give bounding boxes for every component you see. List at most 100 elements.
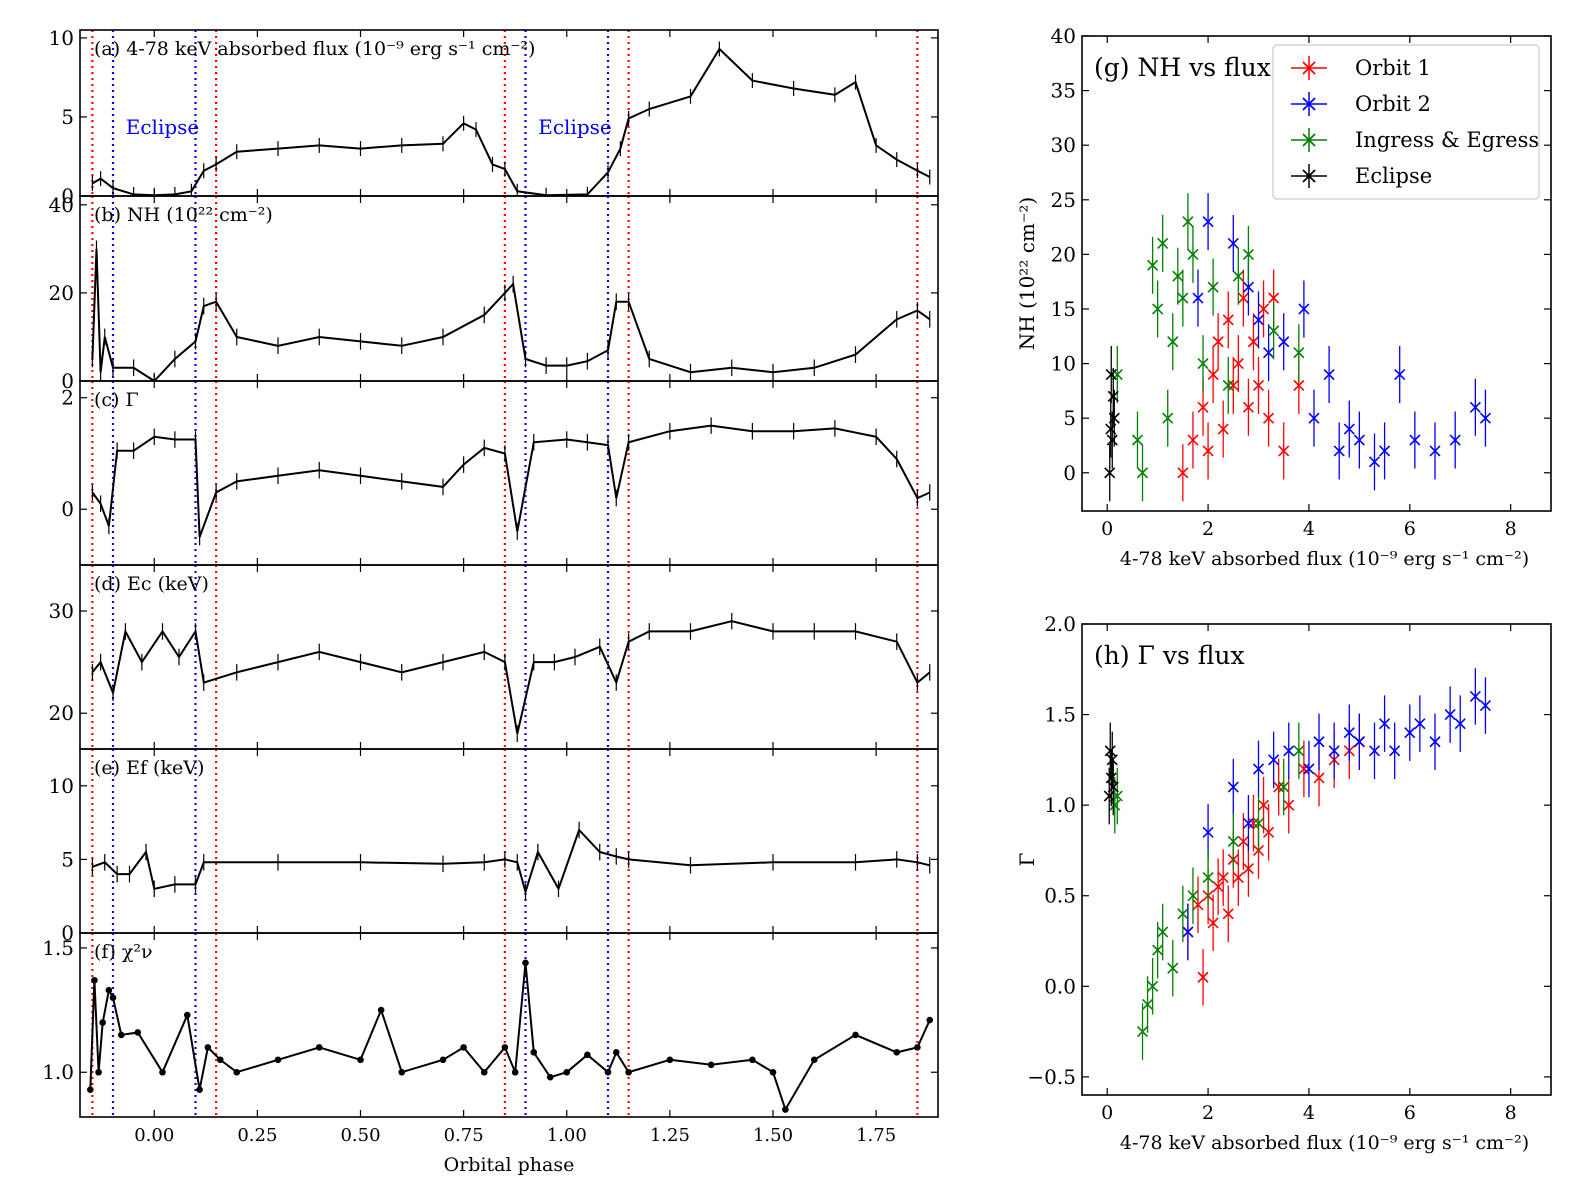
- data-point: [274, 1056, 282, 1064]
- data-point: [1105, 368, 1117, 381]
- data-point: [1106, 754, 1118, 766]
- data-point: [1136, 467, 1149, 479]
- eclipse-label: Eclipse: [126, 115, 200, 139]
- data-point: [769, 1068, 777, 1076]
- y-tick-label: 1.0: [42, 1060, 74, 1084]
- data-point: [530, 1049, 538, 1056]
- data-point: [914, 1044, 921, 1051]
- data-point: [1263, 412, 1275, 424]
- data-point: [1147, 259, 1159, 271]
- data-point: [1197, 401, 1209, 413]
- data-point: [1479, 412, 1492, 424]
- data-point: [1105, 772, 1117, 784]
- panel-h: −0.5 0.0 0.5 1.0 1.5 2.0 0 2 4 6 8 (h) Γ vs flux 4-7…: [1015, 612, 1552, 1154]
- data-point: [1202, 826, 1214, 838]
- y-tick-label: 0: [61, 184, 74, 208]
- data-point: [99, 1019, 106, 1026]
- x-tick-label: 2: [1202, 518, 1214, 540]
- data-point: [1197, 358, 1209, 370]
- y-tick-label: 0.0: [1044, 974, 1076, 998]
- y-tick-label: 2.0: [1044, 612, 1076, 636]
- data-point: [1207, 917, 1219, 929]
- x-axis-label: Orbital phase: [444, 1154, 575, 1176]
- data-point: [233, 1068, 241, 1076]
- data-point: [1247, 817, 1260, 829]
- data-point: [1212, 881, 1224, 893]
- data-point: [1152, 303, 1164, 315]
- data-point: [1157, 237, 1169, 250]
- data-point: [1293, 745, 1305, 757]
- x-tick-label: 8: [1505, 1102, 1517, 1124]
- y-tick-label: 40: [49, 193, 74, 217]
- series-ingress-egress: [1109, 722, 1305, 1060]
- data-point: [1242, 248, 1254, 260]
- data-point: [1107, 390, 1119, 402]
- data-point: [1232, 872, 1244, 884]
- data-point: [1268, 754, 1280, 766]
- data-point: [1389, 745, 1401, 757]
- data-point: [1212, 336, 1224, 348]
- data-point: [1328, 745, 1340, 757]
- data-point: [1252, 314, 1265, 326]
- y-tick-label: 0: [1063, 461, 1076, 485]
- data-point: [105, 986, 113, 994]
- data-point: [95, 1068, 102, 1076]
- data-point: [1217, 423, 1229, 435]
- data-point: [1187, 890, 1199, 902]
- series-ingress-egress: [1111, 193, 1305, 502]
- x-tick-label: 0.75: [444, 1125, 484, 1146]
- y-tick-label: 10: [49, 26, 74, 50]
- data-point: [1293, 379, 1305, 391]
- legend-label: Ingress & Egress: [1355, 128, 1539, 152]
- x-tick-label: 6: [1404, 1102, 1416, 1124]
- panel-frame: [1081, 35, 1552, 512]
- panel-label: (e) Ef (keV): [94, 757, 204, 779]
- panel-f: 1.0 1.5 (f) χ²ν: [42, 932, 939, 1118]
- data-point: [1227, 237, 1239, 250]
- data-point: [1172, 270, 1184, 282]
- y-tick-label: 30: [1051, 133, 1076, 157]
- data-point: [1207, 368, 1219, 381]
- data-point: [1278, 781, 1290, 793]
- x-tick-label: 1.50: [753, 1125, 793, 1146]
- panel-e: 0 5 10 (e) Ef (keV): [49, 748, 939, 945]
- y-tick-label: 5: [1063, 406, 1076, 430]
- y-tick-label: 0: [61, 497, 74, 521]
- y-tick-label: 0.5: [1044, 884, 1076, 908]
- y-tick-label: 20: [49, 281, 74, 305]
- data-point: [666, 1056, 674, 1064]
- data-point: [1162, 412, 1174, 424]
- x-tick-label: 4: [1303, 1102, 1315, 1124]
- data-point: [1207, 281, 1219, 293]
- data-point: [1157, 926, 1169, 938]
- data-point: [1104, 467, 1116, 479]
- y-tick-label: 5: [61, 105, 74, 129]
- data-point: [91, 976, 98, 984]
- data-point: [1232, 270, 1244, 282]
- data-point: [1202, 445, 1214, 457]
- x-tick-label: 1.75: [856, 1125, 896, 1146]
- data-point: [1263, 347, 1275, 359]
- data-point: [1394, 368, 1406, 381]
- data-point: [1368, 456, 1381, 468]
- panel-c: 0 2 (c) Γ: [61, 380, 939, 566]
- data-point: [1152, 944, 1164, 956]
- data-point: [1111, 790, 1123, 802]
- data-point: [1313, 772, 1325, 784]
- data-point: [1104, 745, 1116, 757]
- data-point: [1454, 718, 1466, 730]
- x-axis-label: 4-78 keV absorbed flux (10⁻⁹ erg s⁻¹ cm⁻…: [1120, 548, 1529, 570]
- data-point: [501, 1044, 509, 1051]
- data-point: [87, 1086, 94, 1093]
- data-point: [1303, 763, 1315, 775]
- legend-marker: [1302, 169, 1316, 183]
- data-point: [439, 1056, 447, 1064]
- data-point: [612, 1049, 620, 1056]
- data-point: [1177, 467, 1189, 479]
- data-point: [1237, 835, 1249, 847]
- data-point: [1278, 336, 1290, 348]
- data-point: [1242, 401, 1254, 413]
- series-orbit-2: [1182, 668, 1492, 961]
- data-point: [1404, 727, 1416, 739]
- data-point: [216, 1056, 224, 1064]
